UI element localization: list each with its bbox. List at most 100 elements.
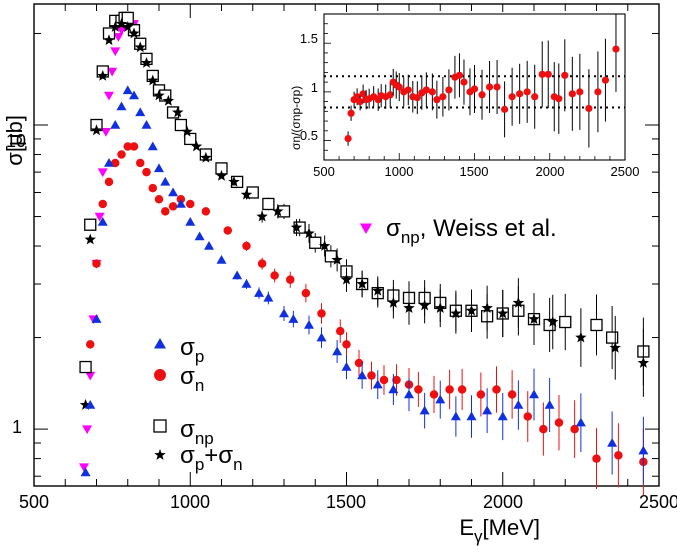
sum-point — [122, 21, 134, 32]
ratio-point — [531, 93, 539, 101]
p-point — [154, 163, 164, 173]
ratio-point — [508, 93, 516, 101]
p-point — [450, 411, 461, 421]
sum-point — [303, 227, 315, 239]
p-point — [254, 288, 264, 297]
n-point — [104, 177, 114, 187]
n-point — [492, 385, 501, 394]
ratio-point — [445, 86, 453, 94]
n-point — [154, 194, 164, 204]
sum-point — [512, 296, 525, 308]
ratio-point — [356, 98, 364, 106]
ratio-point — [576, 88, 584, 96]
ratio-point — [601, 76, 610, 84]
p-point — [316, 332, 327, 342]
p-point — [104, 158, 114, 167]
n-point — [86, 340, 95, 349]
x-tick-label-2000: 2000 — [483, 492, 523, 512]
legend-p-glyph — [154, 338, 166, 349]
ratio-point — [561, 71, 569, 79]
n-point — [379, 375, 389, 385]
p-point — [419, 405, 430, 415]
p-point — [638, 445, 649, 455]
np-point — [605, 331, 619, 344]
ratio-point — [516, 90, 524, 98]
sum-point — [372, 284, 384, 296]
n-point — [445, 385, 454, 394]
ratio-point — [344, 134, 352, 143]
main-data-marks — [79, 11, 650, 496]
n-point — [457, 385, 467, 394]
np-point — [262, 197, 275, 211]
p-point — [122, 85, 133, 95]
legend-marker-sigma-p — [154, 338, 166, 349]
sum-point — [418, 299, 431, 311]
sum-point — [97, 69, 109, 81]
sum-point — [228, 175, 240, 187]
n-point — [201, 207, 211, 216]
legend-np-glyph — [153, 419, 167, 433]
p-point — [129, 90, 139, 100]
n-point — [223, 226, 232, 235]
inset-x-tick-500: 500 — [313, 164, 335, 179]
inset-y-tick-0.5: 0.5 — [300, 128, 318, 143]
n-point — [161, 207, 170, 216]
p-point — [135, 107, 146, 117]
n-point — [614, 451, 623, 460]
weiss-point — [100, 128, 111, 137]
p-point — [85, 400, 96, 409]
p-point — [388, 384, 399, 394]
inset-x-tick-1500: 1500 — [460, 164, 489, 179]
legend-n-glyph — [154, 369, 166, 381]
p-point — [466, 411, 477, 421]
sum-point — [637, 356, 650, 368]
p-point — [204, 241, 214, 250]
sum-point — [481, 302, 493, 313]
legend-label-sigma-p: σp — [180, 334, 204, 366]
p-point — [304, 319, 314, 329]
p-point — [141, 120, 152, 129]
p-point — [288, 314, 299, 323]
sum-point — [109, 21, 121, 32]
n-point — [554, 418, 564, 427]
ratio-point — [347, 109, 355, 117]
ratio-point — [538, 70, 546, 78]
sum-point — [162, 94, 175, 106]
ratio-point — [485, 83, 494, 91]
x-tick-label-1500: 1500 — [326, 492, 366, 512]
p-point — [91, 314, 102, 323]
np-point — [559, 315, 572, 329]
p-point — [332, 346, 343, 356]
p-point — [185, 216, 196, 226]
inset-y-axis-title: σn/(σnp-σp) — [289, 86, 303, 150]
n-point — [476, 390, 486, 399]
np-point — [174, 118, 188, 132]
ratio-point — [555, 95, 563, 103]
legend-marker-sigma-sum — [154, 449, 166, 460]
sum-point — [497, 307, 509, 319]
n-point — [186, 199, 195, 209]
sum-point — [575, 331, 587, 343]
n-point — [117, 150, 126, 159]
p-point — [232, 270, 243, 280]
n-point — [336, 326, 345, 336]
ratio-point — [433, 96, 441, 104]
sum-point — [356, 278, 368, 289]
p-point — [341, 362, 352, 371]
p-point — [194, 231, 205, 241]
inset-x-tick-2500: 2500 — [611, 164, 640, 179]
sum-point — [103, 34, 115, 46]
n-point — [354, 358, 364, 368]
sum-point — [240, 188, 253, 200]
sum-point — [147, 74, 159, 86]
n-point — [523, 412, 532, 421]
inset-x-tick-2000: 2000 — [536, 164, 565, 179]
sum-point — [153, 89, 165, 101]
n-point — [429, 390, 439, 399]
sum-point — [318, 240, 331, 251]
ratio-point — [612, 45, 620, 53]
sum-point — [331, 253, 343, 265]
sum-point — [172, 106, 184, 118]
sum-point — [450, 307, 462, 319]
